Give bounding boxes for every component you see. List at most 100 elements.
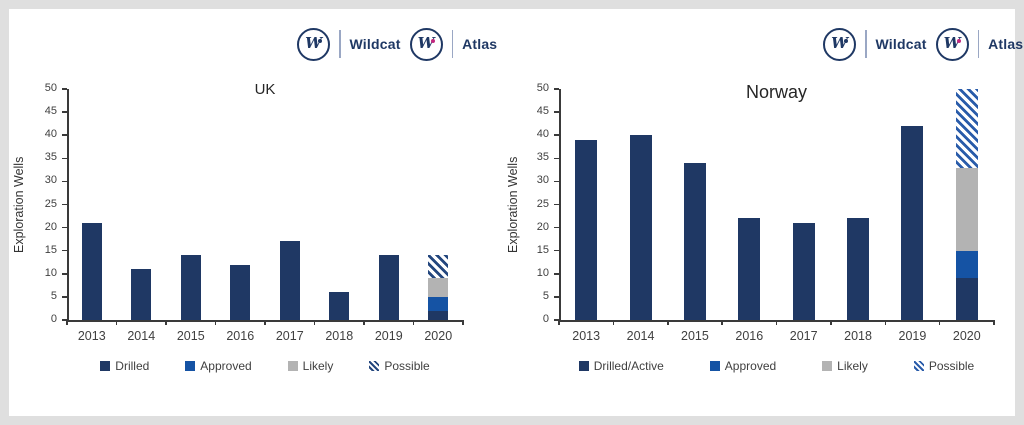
y-tick-label: 0: [50, 313, 57, 325]
monogram-dot-icon: [318, 38, 322, 43]
monogram-letter: W: [831, 33, 848, 52]
logo-divider: [451, 30, 454, 58]
bar-segment-drilled-active: [792, 222, 815, 320]
bar-segment-likely: [955, 167, 978, 251]
x-tick: [884, 320, 886, 325]
bar-segment-drilled: [428, 310, 449, 320]
y-tick: [554, 319, 559, 321]
norway-chart-title: Norway: [745, 82, 807, 102]
x-tick: [667, 320, 669, 325]
x-axis-label: 2019: [374, 329, 403, 343]
y-tick-label: 45: [536, 105, 549, 118]
x-tick: [612, 320, 615, 325]
y-tick-label: 45: [44, 105, 57, 118]
legend-label: Drilled/Active: [593, 359, 664, 373]
legend-swatch: [709, 361, 720, 371]
legend-label: Drilled: [115, 359, 150, 373]
bar-segment-drilled: [81, 222, 102, 320]
y-tick-label: 0: [542, 313, 549, 325]
wildcat-atlas-logo: W Wildcat W Atlas: [297, 26, 497, 62]
logo-divider: [977, 30, 980, 58]
x-tick: [993, 320, 995, 325]
x-tick: [66, 320, 68, 325]
x-axis-label: 2015: [681, 329, 709, 343]
y-tick: [62, 180, 67, 183]
atlas-monogram-icon: W: [935, 27, 969, 61]
x-axis-label: 2014: [626, 329, 655, 343]
legend-swatch: [185, 361, 196, 371]
y-tick-label: 25: [44, 197, 57, 210]
y-tick-label: 10: [536, 266, 549, 279]
y-tick-label: 15: [44, 243, 57, 256]
y-tick: [62, 226, 67, 229]
y-tick-label: 5: [542, 289, 549, 302]
x-axis-label: 2016: [735, 329, 764, 343]
bar-segment-drilled: [329, 292, 350, 320]
y-tick: [62, 111, 67, 113]
x-tick: [462, 320, 464, 325]
y-tick: [554, 134, 559, 136]
y-tick-label: 35: [44, 151, 57, 164]
legend-label: Likely: [302, 359, 334, 373]
legend-swatch: [369, 361, 380, 371]
x-axis-label: 2013: [77, 329, 106, 343]
y-tick-label: 20: [536, 220, 549, 233]
y-axis-line: [67, 89, 69, 321]
bar-segment-drilled: [180, 255, 201, 320]
y-tick: [554, 88, 559, 90]
legend-item-approved: Approved: [185, 359, 252, 373]
y-tick-label: 40: [44, 128, 57, 141]
bar-segment-drilled: [131, 269, 152, 320]
bar-segment-drilled: [279, 241, 300, 320]
x-tick: [558, 320, 560, 325]
monogram-accent-dot-icon: [430, 38, 435, 43]
monogram-letter: W: [417, 33, 435, 52]
x-axis-label: 2020: [424, 329, 453, 343]
monogram-letter: W: [305, 33, 322, 52]
x-tick: [264, 320, 266, 325]
y-tick: [554, 111, 559, 113]
y-tick: [62, 319, 67, 321]
y-tick: [554, 180, 559, 183]
legend-swatch: [913, 361, 924, 371]
bar-segment-drilled-active: [738, 218, 761, 320]
atlas-monogram-icon: W: [409, 27, 443, 61]
monogram-accent-dot-icon: [956, 38, 961, 43]
x-tick: [313, 320, 316, 325]
wildcat-monogram-icon: W: [823, 27, 856, 61]
monogram-dot-icon: [844, 38, 848, 43]
y-tick-label: 50: [536, 82, 549, 94]
y-tick: [62, 157, 67, 160]
x-tick: [721, 320, 723, 325]
x-tick: [938, 320, 941, 325]
y-tick: [62, 134, 67, 136]
bar-segment-drilled-active: [575, 139, 598, 320]
legend-swatch: [822, 361, 833, 371]
legend-label: Possible: [384, 359, 430, 373]
bar-segment-approved: [428, 296, 449, 311]
y-tick: [62, 296, 67, 298]
report-panel: [9, 9, 1015, 416]
bar-segment-likely: [428, 278, 449, 297]
y-tick-label: 50: [44, 82, 57, 94]
x-tick: [775, 320, 778, 325]
legend-item-likely: Likely: [287, 359, 334, 373]
y-tick-label: 25: [536, 197, 549, 210]
y-axis-line: [559, 89, 561, 321]
logo-divider: [865, 30, 867, 58]
x-axis-label: 2015: [176, 329, 205, 343]
legend-label: Approved: [200, 359, 252, 373]
x-axis-label: 2019: [898, 329, 927, 343]
x-axis-label: 2017: [275, 329, 304, 343]
legend-label: Approved: [724, 359, 777, 373]
x-axis-label: 2016: [226, 329, 255, 343]
y-tick: [62, 88, 67, 90]
legend-label: Possible: [928, 359, 975, 373]
uk-chart-title: UK: [254, 81, 276, 98]
wildcat-monogram-icon: W: [297, 27, 330, 61]
atlas-wordmark: Atlas: [988, 36, 1024, 52]
wildcat-wordmark: Wildcat: [875, 36, 927, 52]
legend-item-drilled: Drilled: [100, 359, 149, 373]
y-tick: [554, 249, 559, 252]
